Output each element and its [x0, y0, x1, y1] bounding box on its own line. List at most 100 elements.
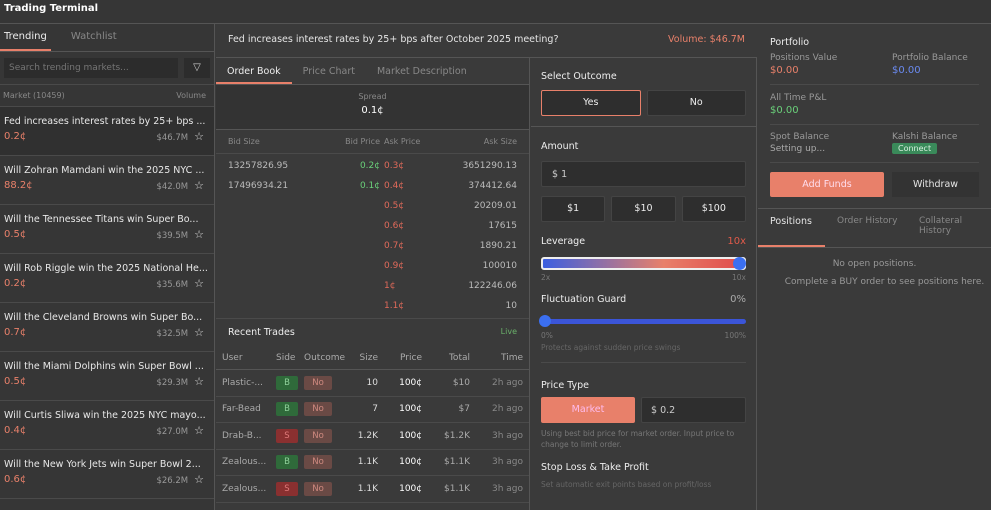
quick-amount-100[interactable]: $100	[681, 196, 746, 222]
col-ask-price: Ask Price	[384, 137, 421, 146]
order-book-row[interactable]: 0.6¢ 17615	[216, 216, 529, 236]
trade-col-header: User	[222, 352, 243, 363]
add-funds-button[interactable]: Add Funds	[770, 172, 884, 197]
star-icon[interactable]: ☆	[194, 424, 204, 437]
market-list-item[interactable]: Will the Tennessee Titans win Super Bo..…	[0, 205, 214, 254]
order-book-row[interactable]: 1¢ 122246.06	[216, 276, 529, 296]
live-indicator: Live	[500, 327, 517, 336]
trade-price: 100¢	[399, 404, 422, 415]
star-icon[interactable]: ☆	[194, 179, 204, 192]
market-button[interactable]: Market	[541, 397, 635, 423]
star-icon[interactable]: ☆	[194, 473, 204, 486]
filter-icon[interactable]: ▽	[184, 58, 210, 78]
order-book-row[interactable]: 0.9¢ 100010	[216, 256, 529, 276]
connect-button[interactable]: Connect	[892, 143, 938, 154]
market-item-volume: $32.5M	[156, 329, 189, 339]
guard-handle[interactable]	[539, 315, 551, 327]
market-list-item[interactable]: Will the Cleveland Browns win Super Bo..…	[0, 303, 214, 352]
bid-size: 17496934.21	[228, 181, 289, 191]
leverage-max: 10x	[732, 273, 746, 282]
tab-price-chart[interactable]: Price Chart	[302, 66, 355, 77]
trade-col-header: Outcome	[304, 352, 346, 363]
star-icon[interactable]: ☆	[194, 326, 204, 339]
order-book-row[interactable]: 0.7¢ 1890.21	[216, 236, 529, 256]
bid-price: 0.2¢	[359, 161, 380, 171]
leverage-value: 10x	[727, 236, 746, 247]
star-icon[interactable]: ☆	[194, 375, 204, 388]
guard-min: 0%	[541, 331, 553, 340]
market-item-volume: $39.5M	[156, 231, 189, 241]
spot-label: Spot Balance	[770, 132, 830, 142]
trade-col-header: Total	[448, 352, 470, 363]
ask-size: 374412.64	[468, 181, 517, 191]
amount-label: Amount	[541, 141, 579, 152]
window-title: Trading Terminal	[0, 0, 991, 24]
tab-positions[interactable]: Positions	[758, 209, 825, 247]
market-item-price: 0.5¢	[4, 376, 27, 387]
ask-price: 0.9¢	[384, 261, 405, 271]
yes-button[interactable]: Yes	[541, 90, 641, 116]
tab-market-description[interactable]: Market Description	[376, 66, 467, 77]
price-input[interactable]: $ 0.2	[641, 397, 746, 423]
star-icon[interactable]: ☆	[194, 277, 204, 290]
trade-user: Plastic-...	[222, 377, 263, 388]
market-list-item[interactable]: Will Curtis Sliwa win the 2025 NYC mayo.…	[0, 401, 214, 450]
trade-size: 1.1K	[357, 457, 378, 468]
market-item-title: Will Rob Riggle win the 2025 National He…	[4, 263, 208, 274]
market-item-price: 0.2¢	[4, 131, 27, 142]
trade-panel: Select Outcome Yes No Amount $ 1 $1 $10 …	[531, 58, 757, 510]
trade-total: $1.2K	[444, 430, 470, 441]
spot-value: Setting up...	[770, 144, 826, 154]
trade-time: 2h ago	[491, 377, 523, 388]
market-item-price: 0.2¢	[4, 278, 27, 289]
no-button[interactable]: No	[646, 90, 746, 116]
trade-row: Zealous... S No 1.1K 100¢ $1.1K 3h ago	[216, 476, 529, 503]
order-book-row[interactable]: 17496934.21 0.1¢ 0.4¢ 374412.64	[216, 176, 529, 196]
market-list-item[interactable]: Will Rob Riggle win the 2025 National He…	[0, 254, 214, 303]
order-book-row[interactable]: 13257826.95 0.2¢ 0.3¢ 3651290.13	[216, 156, 529, 176]
tab-collateral-history[interactable]: Collateral History	[919, 216, 963, 236]
quick-amount-10[interactable]: $10	[611, 196, 676, 222]
guard-label: Fluctuation Guard	[541, 294, 627, 305]
market-item-price: 0.5¢	[4, 229, 27, 240]
quick-amount-1[interactable]: $1	[541, 196, 606, 222]
pnl-label: All Time P&L	[770, 93, 827, 103]
search-input[interactable]	[4, 58, 178, 78]
market-list-item[interactable]: Will the Miami Dolphins win Super Bowl .…	[0, 352, 214, 401]
tab-watchlist[interactable]: Watchlist	[70, 31, 117, 42]
market-item-title: Will Zohran Mamdani win the 2025 NYC ...	[4, 165, 205, 176]
tab-trending[interactable]: Trending	[0, 24, 51, 51]
col-volume: Volume	[176, 91, 206, 100]
bid-price	[308, 196, 380, 216]
market-item-price: 0.7¢	[4, 327, 27, 338]
bid-size	[228, 296, 308, 316]
guard-slider[interactable]	[539, 315, 746, 327]
trade-total: $1.1K	[444, 457, 470, 468]
market-item-title: Will the Cleveland Browns win Super Bo..…	[4, 312, 203, 323]
trade-side-badge: S	[276, 428, 298, 443]
leverage-handle[interactable]	[733, 257, 746, 270]
order-book-row[interactable]: 1.1¢ 10	[216, 296, 529, 316]
order-book-row[interactable]: 0.5¢ 20209.01	[216, 196, 529, 216]
withdraw-button[interactable]: Withdraw	[892, 172, 979, 197]
trade-side-badge: B	[276, 375, 298, 390]
trade-side-badge: S	[276, 481, 298, 496]
market-list-item[interactable]: Will the New York Jets win Super Bowl 2.…	[0, 450, 214, 499]
trade-row: Drab-B... S No 1.2K 100¢ $1.2K 3h ago	[216, 423, 529, 450]
market-item-volume: $42.0M	[156, 182, 189, 192]
tab-order-book[interactable]: Order Book	[216, 58, 292, 84]
bid-price	[308, 216, 380, 236]
trade-col-header: Price	[400, 352, 422, 363]
market-list-item[interactable]: Will Zohran Mamdani win the 2025 NYC ...…	[0, 156, 214, 205]
balance-label: Portfolio Balance	[892, 53, 968, 63]
trade-time: 3h ago	[491, 457, 523, 468]
tab-order-history[interactable]: Order History	[837, 216, 898, 226]
amount-input[interactable]: $ 1	[541, 161, 746, 187]
market-list-item[interactable]: Fed increases interest rates by 25+ bps …	[0, 107, 214, 156]
trade-outcome-badge: No	[304, 428, 332, 443]
leverage-slider[interactable]	[541, 257, 746, 270]
trade-row: Far-Bead B No 7 100¢ $7 2h ago	[216, 397, 529, 423]
market-item-volume: $29.3M	[156, 378, 189, 388]
star-icon[interactable]: ☆	[194, 130, 204, 143]
star-icon[interactable]: ☆	[194, 228, 204, 241]
